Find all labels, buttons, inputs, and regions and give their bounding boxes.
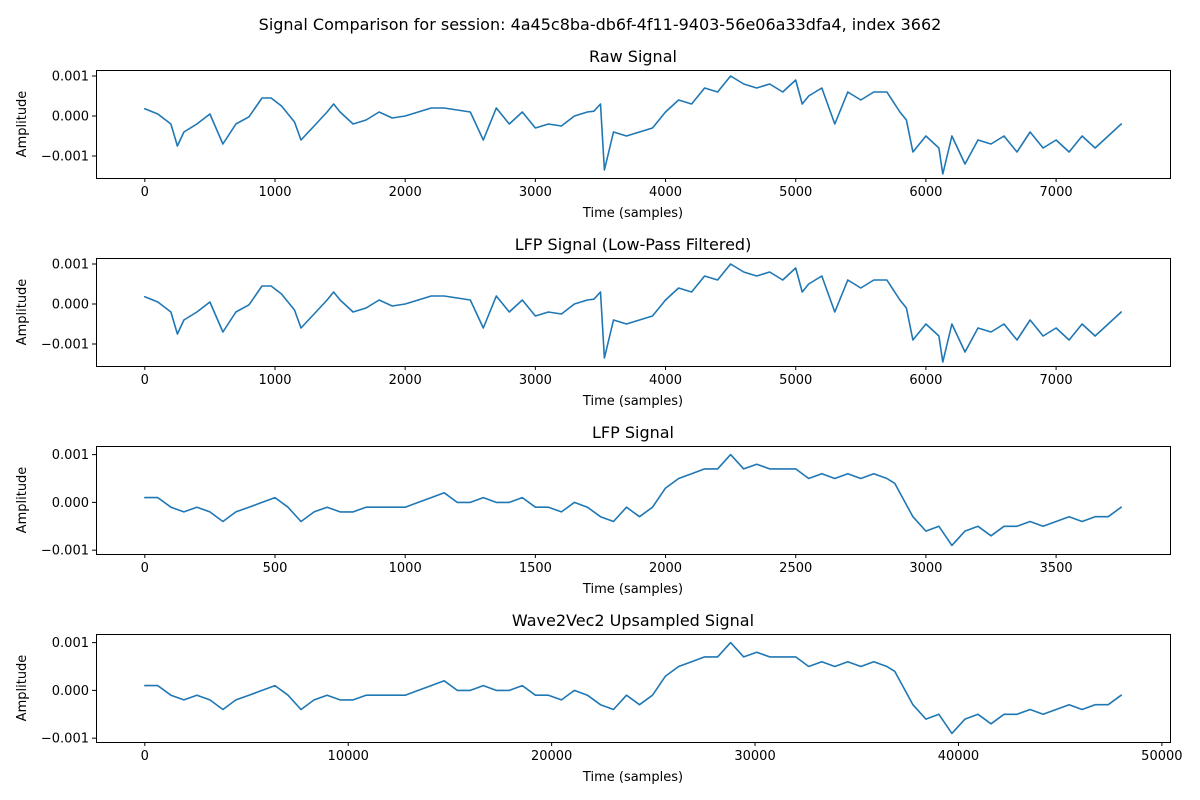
subplot-2-title: LFP Signal (Low-Pass Filtered) bbox=[515, 235, 752, 254]
subplot-1-x-tick-label: 6000 bbox=[909, 185, 942, 200]
subplot-1-y-tick-label: 0.000 bbox=[52, 110, 89, 125]
subplot-1-y-tick-label: −0.001 bbox=[41, 150, 89, 165]
subplot-2-x-tick-label: 0 bbox=[141, 373, 149, 388]
subplot-3-series-line bbox=[144, 453, 1122, 547]
subplot-3-frame bbox=[96, 446, 1171, 555]
subplot-3-y-tick-label: 0.000 bbox=[52, 496, 89, 511]
subplot-3-x-tick-label: 1500 bbox=[519, 561, 552, 576]
subplot-2-x-tick-label: 5000 bbox=[779, 373, 812, 388]
subplot-4-x-tick-label: 50000 bbox=[1141, 749, 1182, 764]
subplot-3-y-tick-label: −0.001 bbox=[41, 544, 89, 559]
subplot-4-x-axis-label: Time (samples) bbox=[582, 770, 683, 785]
subplot-2-x-tick-label: 6000 bbox=[909, 373, 942, 388]
subplot-3-y-axis-label: Amplitude bbox=[15, 467, 30, 534]
subplot-2-y-tick-label: −0.001 bbox=[41, 338, 89, 353]
subplot-4-x-tick-label: 0 bbox=[141, 749, 149, 764]
subplot-1-frame bbox=[96, 70, 1171, 179]
subplot-4-y-tick-label: 0.000 bbox=[52, 684, 89, 699]
subplot-3-x-tick-label: 1000 bbox=[389, 561, 422, 576]
subplot-1-title: Raw Signal bbox=[589, 47, 677, 66]
subplot-4-y-tick-label: 0.001 bbox=[52, 636, 89, 651]
subplot-2: LFP Signal (Low-Pass Filtered) 0 1000 2000 3… bbox=[15, 235, 1171, 409]
subplot-3-title: LFP Signal bbox=[592, 423, 674, 442]
subplot-2-frame bbox=[96, 258, 1171, 367]
subplot-2-y-tick-label: 0.001 bbox=[52, 258, 89, 273]
subplot-3-x-tick-label: 500 bbox=[263, 561, 288, 576]
subplot-2-series-line bbox=[144, 263, 1122, 363]
subplot-4-series-line bbox=[144, 641, 1122, 735]
subplot-4-frame bbox=[96, 634, 1171, 743]
subplot-1-x-tick-label: 7000 bbox=[1040, 185, 1073, 200]
subplot-4-x-tick-label: 40000 bbox=[938, 749, 979, 764]
figure-suptitle: Signal Comparison for session: 4a45c8ba-… bbox=[259, 15, 942, 34]
subplot-1-y-tick-label: 0.001 bbox=[52, 70, 89, 85]
subplot-2-x-axis-label: Time (samples) bbox=[582, 394, 683, 409]
subplot-4-y-axis-label: Amplitude bbox=[15, 655, 30, 722]
subplot-1: Raw Signal 0 1000 2000 3000 4000 5000 6000 7000 −… bbox=[15, 47, 1171, 221]
subplot-4-y-tick-label: −0.001 bbox=[41, 732, 89, 747]
subplot-2-x-tick-label: 7000 bbox=[1040, 373, 1073, 388]
subplot-3-x-tick-label: 3000 bbox=[909, 561, 942, 576]
subplot-3-y-tick-label: 0.001 bbox=[52, 448, 89, 463]
subplot-4: Wave2Vec2 Upsampled Signal 0 10000 20000 300… bbox=[15, 611, 1183, 785]
subplot-3-x-tick-label: 2000 bbox=[649, 561, 682, 576]
subplot-1-x-tick-label: 2000 bbox=[389, 185, 422, 200]
subplot-1-x-tick-label: 5000 bbox=[779, 185, 812, 200]
subplot-3-x-tick-label: 0 bbox=[141, 561, 149, 576]
subplot-1-series-line bbox=[144, 75, 1122, 175]
subplot-3-x-tick-label: 3500 bbox=[1040, 561, 1073, 576]
subplot-4-x-tick-label: 10000 bbox=[328, 749, 369, 764]
subplot-2-x-tick-label: 3000 bbox=[519, 373, 552, 388]
subplot-4-x-tick-label: 30000 bbox=[734, 749, 775, 764]
subplot-1-y-axis-label: Amplitude bbox=[15, 91, 30, 158]
subplot-2-y-axis-label: Amplitude bbox=[15, 279, 30, 346]
subplot-3: LFP Signal 0 500 1000 1500 2000 2500 3000 3500 −0… bbox=[15, 423, 1171, 597]
subplot-1-x-tick-label: 3000 bbox=[519, 185, 552, 200]
subplot-2-x-tick-label: 4000 bbox=[649, 373, 682, 388]
subplot-4-title: Wave2Vec2 Upsampled Signal bbox=[512, 611, 754, 630]
subplot-1-x-axis-label: Time (samples) bbox=[582, 206, 683, 221]
subplot-1-x-tick-label: 0 bbox=[141, 185, 149, 200]
subplot-2-x-tick-label: 1000 bbox=[258, 373, 291, 388]
subplot-2-y-tick-label: 0.000 bbox=[52, 298, 89, 313]
subplot-2-x-tick-label: 2000 bbox=[389, 373, 422, 388]
subplot-4-x-tick-label: 20000 bbox=[531, 749, 572, 764]
subplot-1-x-tick-label: 4000 bbox=[649, 185, 682, 200]
subplot-1-x-tick-label: 1000 bbox=[258, 185, 291, 200]
subplot-3-x-axis-label: Time (samples) bbox=[582, 582, 683, 597]
subplot-3-x-tick-label: 2500 bbox=[779, 561, 812, 576]
